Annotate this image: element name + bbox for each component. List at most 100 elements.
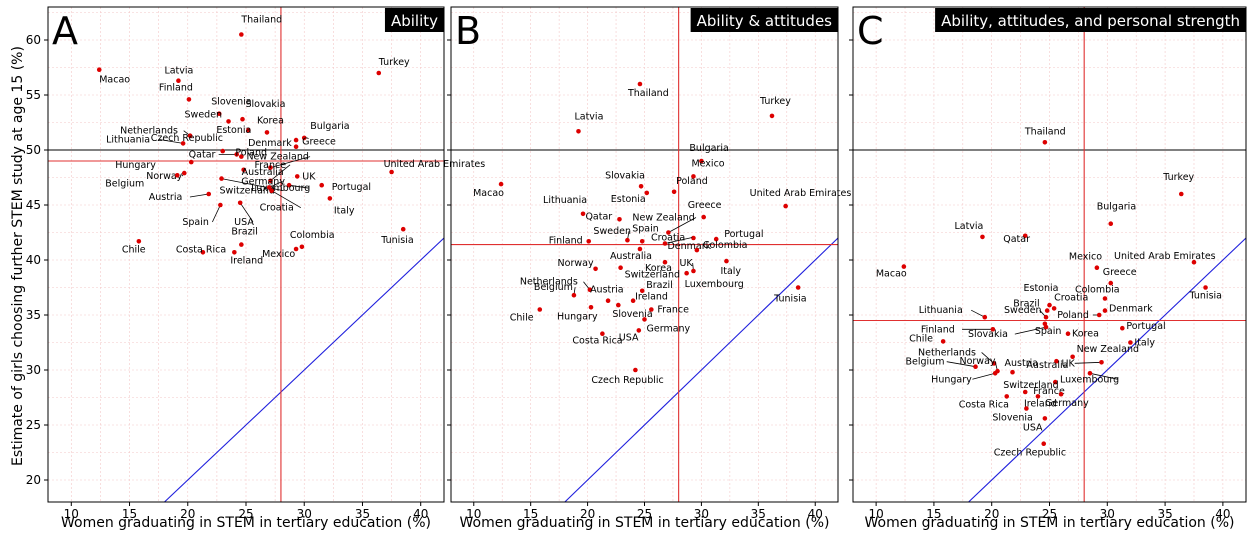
x-tick-label: 15: [523, 507, 538, 521]
label-leader-switzerland: [221, 178, 284, 191]
y-tick-label: 40: [26, 253, 41, 267]
point-label-luxembourg: Luxembourg: [251, 183, 310, 194]
point-germany: [266, 185, 272, 190]
point-croatia: [1051, 306, 1057, 311]
panel-title-box: Ability, attitudes, and personal strengt…: [935, 8, 1246, 32]
point-label-croatia: Croatia: [260, 203, 294, 214]
point-label-korea: Korea: [645, 263, 672, 274]
point-label-switzerland: Switzerland: [1003, 380, 1058, 391]
label-leader-croatia: [271, 190, 302, 209]
point-label-colombia: Colombia: [290, 230, 335, 241]
point-label-norway: Norway: [146, 171, 182, 182]
point-label-australia: Australia: [1026, 360, 1068, 371]
point-label-spain: Spain: [632, 223, 659, 234]
x-tick-label: 10: [64, 507, 79, 521]
point-italy: [724, 258, 729, 264]
label-leader-luxembourg: [289, 184, 310, 189]
y-axis-ticks: [849, 39, 853, 481]
point-usa: [636, 328, 642, 333]
x-tick-label: 20: [180, 507, 195, 521]
point-label-costa-rica: Costa Rica: [572, 336, 622, 347]
point-label-hungary: Hungary: [115, 160, 156, 171]
point-label-greece: Greece: [688, 200, 722, 211]
point-united-arab-emirates: [389, 169, 394, 175]
point-label-poland: Poland: [1057, 310, 1089, 321]
point-thailand: [637, 81, 643, 87]
point-label-slovakia: Slovakia: [246, 99, 286, 110]
point-label-austria: Austria: [149, 192, 183, 203]
point-label-uk: UK: [679, 258, 693, 269]
point-label-usa: USA: [619, 332, 639, 343]
point-lithuania: [580, 211, 586, 217]
point-colombia: [1102, 296, 1108, 301]
point-label-tunisia: Tunisia: [1189, 291, 1222, 302]
point-label-czech-republic: Czech Republic: [994, 448, 1066, 459]
x-tick-label: 40: [1215, 507, 1230, 521]
point-usa: [1042, 416, 1048, 421]
point-poland: [671, 189, 677, 195]
point-label-estonia: Estonia: [216, 125, 251, 136]
point-latvia: [576, 129, 581, 134]
point-latvia: [980, 234, 985, 240]
y-tick-label: 35: [26, 308, 41, 322]
point-luxembourg: [1087, 371, 1093, 376]
x-tick-label: 25: [637, 507, 652, 521]
point-uk: [1099, 360, 1104, 365]
reference-lines: [451, 7, 838, 502]
point-qatar: [234, 152, 239, 157]
point-tunisia: [400, 226, 406, 232]
point-label-macao: Macao: [473, 188, 504, 199]
panel-title-background: [935, 8, 1246, 32]
point-slovenia: [216, 111, 222, 116]
point-label-hungary: Hungary: [557, 311, 598, 322]
point-label-finland: Finland: [159, 82, 193, 93]
point-label-bulgaria: Bulgaria: [310, 121, 349, 132]
panel-title-box: Ability & attitudes: [690, 8, 838, 32]
point-macao: [901, 264, 907, 269]
point-turkey: [769, 113, 775, 119]
point-finland: [186, 97, 192, 102]
x-axis-ticks: 10 15 20 25 30 35 40: [466, 502, 823, 521]
point-macao: [96, 67, 102, 72]
point-label-austria: Austria: [590, 285, 624, 296]
point-label-switzerland: Switzerland: [220, 186, 275, 197]
point-sweden: [1043, 314, 1049, 320]
x-tick-label: 15: [122, 507, 137, 521]
x-axis-title: Women graduating in STEM in tertiary edu…: [459, 515, 829, 531]
point-finland: [586, 239, 592, 244]
point-label-poland: Poland: [676, 176, 708, 187]
point-norway: [593, 266, 598, 272]
point-label-latvia: Latvia: [164, 66, 193, 77]
point-label-mexico: Mexico: [262, 249, 295, 260]
point-label-chile: Chile: [909, 333, 933, 344]
point-label-czech-republic: Czech Republic: [591, 375, 663, 386]
diagonal-line: [968, 237, 1246, 502]
point-slovakia: [1043, 324, 1049, 330]
point-label-france: France: [657, 305, 689, 316]
point-hungary: [188, 159, 194, 165]
point-label-ireland: Ireland: [635, 292, 668, 303]
point-bulgaria: [301, 135, 307, 141]
point-spain: [218, 202, 223, 208]
point-label-bulgaria: Bulgaria: [1097, 202, 1136, 213]
point-poland: [239, 154, 244, 159]
point-label-brazil: Brazil: [1013, 299, 1040, 310]
point-australia: [241, 167, 246, 173]
point-bulgaria: [1108, 221, 1114, 226]
point-label-tunisia: Tunisia: [773, 294, 806, 305]
point-label-qatar: Qatar: [585, 211, 612, 222]
point-mexico: [1094, 265, 1100, 271]
panel-title: Ability, attitudes, and personal strengt…: [941, 12, 1240, 30]
panel-letter: C: [857, 9, 884, 53]
x-tick-label: 35: [1157, 507, 1172, 521]
panel-title-box: Ability: [384, 8, 444, 32]
x-axis-title: Women graduating in STEM in tertiary edu…: [864, 515, 1234, 531]
point-label-united-arab-emirates: United Arab Emirates: [750, 188, 852, 199]
point-estonia: [246, 127, 251, 133]
point-label-new-zealand: New Zealand: [246, 152, 308, 163]
y-tick-label: 50: [26, 143, 41, 157]
grid: [48, 7, 444, 502]
point-germany: [642, 317, 647, 322]
point-label-qatar: Qatar: [189, 149, 216, 160]
point-label-macao: Macao: [99, 75, 130, 86]
